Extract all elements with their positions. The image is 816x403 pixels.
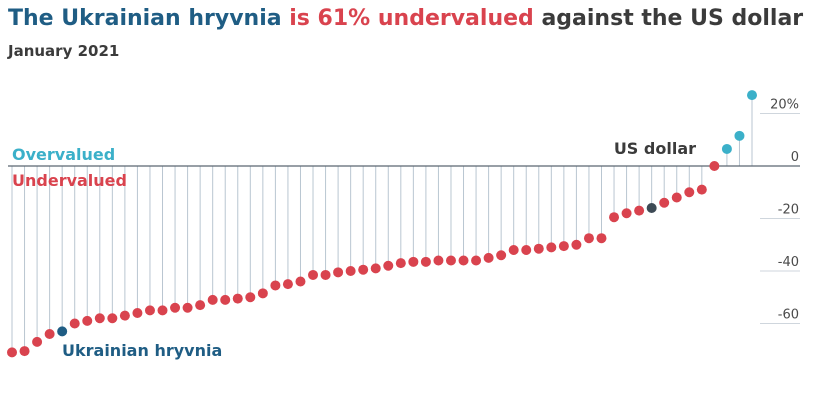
data-point	[370, 263, 381, 274]
data-point	[546, 242, 557, 253]
data-point	[44, 329, 55, 339]
title-valuation: is 61% undervalued	[289, 6, 534, 31]
data-point	[395, 258, 406, 269]
data-point	[182, 302, 193, 313]
data-point	[157, 305, 168, 316]
data-point	[69, 318, 80, 329]
y-tick-label: 0	[791, 150, 799, 165]
data-point	[94, 313, 105, 324]
data-point	[659, 197, 670, 208]
title-rest: against the US dollar	[541, 6, 804, 31]
data-point	[408, 256, 419, 267]
data-point	[107, 313, 118, 324]
data-point	[558, 241, 569, 252]
data-point	[383, 260, 394, 271]
data-point	[19, 346, 30, 357]
data-point	[533, 243, 544, 254]
chart-title: The Ukrainian hryvnia is 61% undervalued…	[8, 6, 803, 31]
overvalued-label: Overvalued	[12, 145, 115, 164]
data-point	[220, 294, 231, 305]
ukrainian-hryvnia-label: Ukrainian hryvnia	[62, 341, 222, 360]
data-point	[420, 256, 431, 267]
data-point	[609, 212, 620, 223]
data-point	[709, 161, 720, 171]
data-point	[621, 208, 632, 219]
data-point	[245, 292, 256, 303]
data-point	[345, 266, 356, 276]
y-tick-label: -40	[778, 255, 799, 270]
data-point	[132, 308, 143, 318]
stem-layer	[11, 95, 753, 353]
data-point	[295, 276, 306, 287]
data-point	[496, 250, 507, 261]
label-layer: Overvalued Undervalued US dollar Ukrainian …	[12, 139, 696, 360]
data-point	[471, 255, 482, 266]
data-point	[571, 239, 582, 250]
data-point	[483, 252, 494, 263]
data-point	[7, 347, 17, 358]
data-point	[747, 90, 757, 101]
data-point	[119, 310, 130, 321]
data-point	[82, 315, 93, 326]
data-point	[596, 233, 607, 244]
data-point	[333, 267, 344, 278]
y-tick-label: -20	[778, 203, 799, 218]
data-point	[170, 302, 181, 313]
data-point	[671, 192, 682, 203]
data-point	[634, 205, 645, 216]
y-tick-label: -60	[778, 308, 799, 323]
data-point	[508, 245, 519, 255]
data-point	[144, 305, 155, 316]
data-point	[207, 294, 218, 305]
data-point-us-dollar	[646, 203, 657, 213]
undervalued-label: Undervalued	[12, 171, 127, 190]
data-point	[445, 255, 456, 266]
data-point	[583, 233, 594, 244]
y-tick-label: 20%	[770, 98, 799, 113]
data-point	[195, 300, 206, 311]
data-point	[458, 255, 469, 266]
data-point	[308, 269, 319, 280]
us-dollar-label: US dollar	[614, 139, 696, 158]
title-currency: The Ukrainian hryvnia	[8, 6, 282, 31]
data-point	[521, 245, 532, 255]
grid-layer: 20% 0 -20 -40 -60	[760, 98, 800, 324]
data-point	[358, 264, 369, 275]
data-point	[282, 279, 293, 290]
chart-subtitle: January 2021	[8, 42, 120, 60]
data-point	[257, 288, 268, 299]
data-point	[433, 255, 444, 266]
data-point	[32, 336, 43, 347]
data-point	[232, 293, 243, 304]
dot-layer	[7, 90, 757, 358]
data-point	[696, 184, 707, 195]
data-point	[320, 269, 331, 280]
data-point-ukrainian-hryvnia	[57, 326, 68, 337]
data-point	[734, 130, 745, 141]
data-point	[721, 143, 732, 154]
data-point	[270, 280, 281, 291]
data-point	[684, 187, 695, 198]
